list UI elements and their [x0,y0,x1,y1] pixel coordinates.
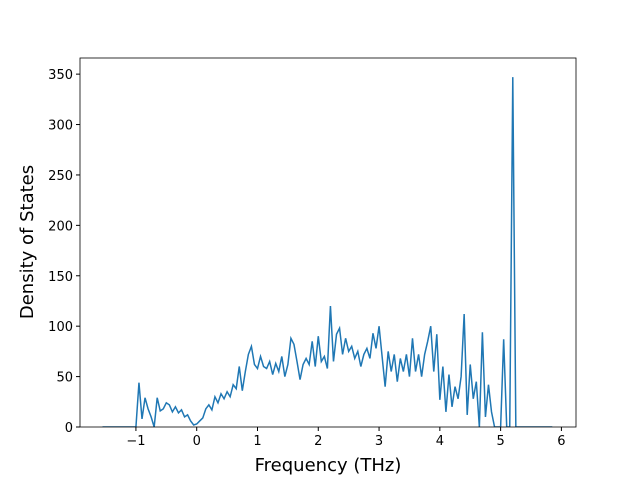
y-tick-label: 0 [65,421,73,436]
line [102,77,553,427]
x-tick-label: 6 [557,434,565,449]
x-tick-label: 3 [375,434,383,449]
x-axis-label: Frequency (THz) [255,455,402,476]
x-tick-label: 4 [436,434,444,449]
plot-frame [79,57,577,428]
y-tick-label: 300 [48,119,73,134]
y-tick-label: 250 [48,169,73,184]
x-tick-label: 2 [314,434,322,449]
x-tick-label: 0 [193,434,201,449]
y-tick-label: 150 [48,270,73,285]
y-axis-label: Density of States [17,165,38,319]
x-tick-label: −1 [126,434,145,449]
y-tick-label: 200 [48,219,73,234]
y-tick-label: 50 [56,371,73,386]
x-tick-label: 1 [253,434,261,449]
y-tick-label: 100 [48,320,73,335]
x-tick-label: 5 [496,434,504,449]
y-tick-label: 350 [48,68,73,83]
